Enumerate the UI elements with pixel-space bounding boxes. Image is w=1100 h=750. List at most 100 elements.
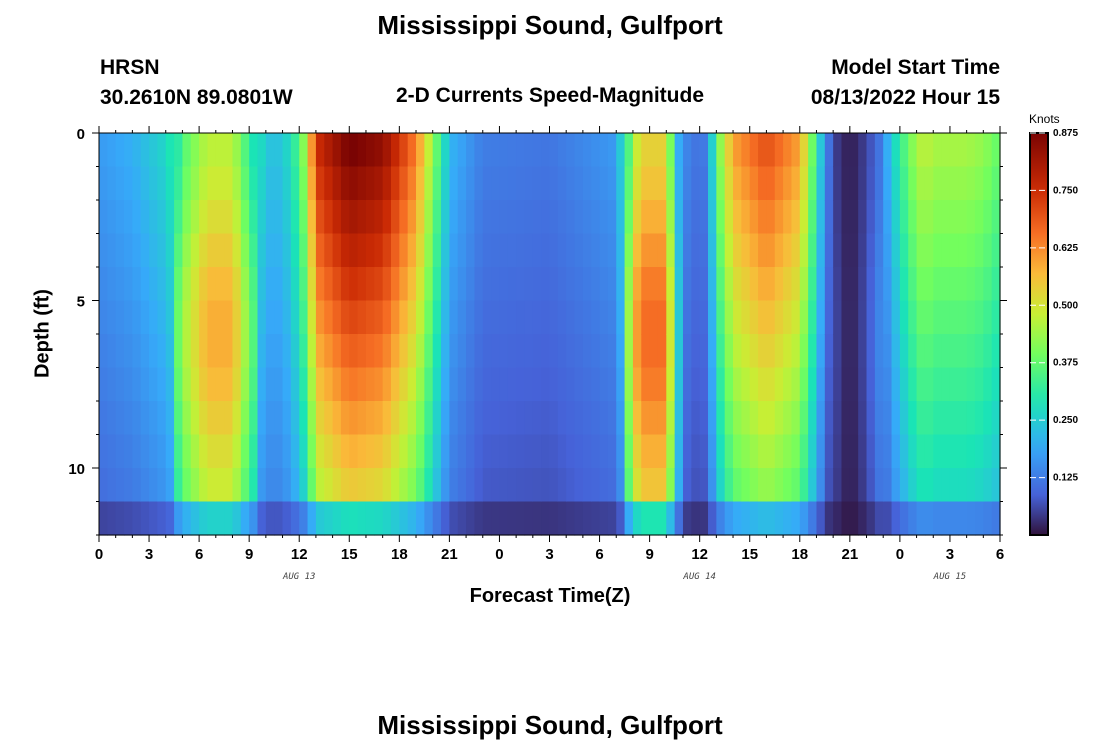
- heatmap-cell: [632, 367, 642, 402]
- heatmap-cell: [758, 233, 767, 268]
- heatmap-cell: [908, 200, 918, 235]
- heatmap-cell: [874, 300, 884, 335]
- heatmap-cell: [382, 267, 392, 302]
- heatmap-cell: [916, 334, 926, 369]
- heatmap-cell: [441, 133, 450, 168]
- heatmap-cell: [641, 233, 651, 268]
- heatmap-cell: [716, 434, 726, 469]
- heatmap-cell: [824, 501, 834, 536]
- heatmap-cell: [716, 468, 726, 503]
- heatmap-cell: [357, 200, 367, 235]
- heatmap-cell: [749, 133, 759, 168]
- heatmap-cell: [240, 434, 250, 469]
- heatmap-cell: [824, 434, 834, 469]
- heatmap-cell: [340, 133, 350, 168]
- heatmap-cell: [499, 334, 509, 369]
- heatmap-cell: [899, 300, 909, 335]
- heatmap-cell: [783, 501, 793, 536]
- heatmap-cell: [290, 300, 300, 335]
- heatmap-cell: [774, 367, 784, 402]
- heatmap-cell: [607, 434, 617, 469]
- heatmap-cell: [449, 233, 459, 268]
- heatmap-cell: [699, 334, 709, 369]
- heatmap-cell: [924, 166, 934, 201]
- heatmap-cell: [441, 200, 450, 235]
- heatmap-cell: [124, 267, 133, 302]
- heatmap-cell: [899, 434, 909, 469]
- heatmap-cell: [666, 267, 676, 302]
- heatmap-cell: [174, 166, 184, 201]
- heatmap-cell: [315, 401, 325, 436]
- heatmap-cell: [299, 233, 309, 268]
- heatmap-cell: [190, 367, 200, 402]
- heatmap-cell: [365, 200, 375, 235]
- heatmap-cell: [215, 200, 225, 235]
- heatmap-cell: [716, 267, 726, 302]
- heatmap-cell: [507, 367, 517, 402]
- heatmap-cell: [324, 501, 334, 536]
- heatmap-cell: [499, 300, 509, 335]
- heatmap-cell: [215, 401, 225, 436]
- heatmap-cell: [282, 334, 292, 369]
- heatmap-cell: [632, 166, 642, 201]
- model-start-time: 08/13/2022 Hour 15: [810, 86, 1000, 109]
- heatmap-cell: [557, 367, 567, 402]
- heatmap-cell: [949, 334, 959, 369]
- heatmap-cell: [599, 133, 609, 168]
- heatmap-cell: [908, 367, 918, 402]
- heatmap-cell: [841, 334, 851, 369]
- heatmap-cell: [632, 334, 642, 369]
- heatmap-cell: [324, 300, 334, 335]
- heatmap-cell: [532, 267, 542, 302]
- heatmap-cell: [708, 233, 717, 268]
- heatmap-cell: [674, 267, 684, 302]
- heatmap-cell: [699, 133, 709, 168]
- heatmap-cell: [274, 434, 284, 469]
- station-coords: 30.2610N 89.0801W: [100, 86, 293, 109]
- heatmap-cell: [783, 267, 793, 302]
- heatmap-cell: [607, 401, 617, 436]
- heatmap-cell: [916, 367, 926, 402]
- heatmap-cell: [899, 133, 909, 168]
- heatmap-cell: [482, 501, 492, 536]
- heatmap-cell: [899, 401, 909, 436]
- heatmap-cell: [949, 367, 959, 402]
- heatmap-cell: [182, 501, 192, 536]
- heatmap-cell: [874, 401, 884, 436]
- heatmap-cell: [282, 434, 292, 469]
- heatmap-cell: [607, 166, 617, 201]
- heatmap-cell: [399, 133, 409, 168]
- heatmap-cell: [824, 468, 834, 503]
- heatmap-cell: [574, 468, 584, 503]
- heatmap-cell: [507, 200, 517, 235]
- heatmap-cell: [199, 367, 209, 402]
- heatmap-cell: [883, 166, 893, 201]
- heatmap-cell: [858, 501, 868, 536]
- heatmap-cell: [257, 300, 267, 335]
- heatmap-cell: [132, 334, 142, 369]
- heatmap-cell: [532, 434, 542, 469]
- heatmap-cell: [240, 166, 250, 201]
- heatmap-cell: [332, 267, 342, 302]
- heatmap-cell: [140, 468, 150, 503]
- heatmap-cell: [891, 334, 901, 369]
- heatmap-cell: [132, 434, 142, 469]
- heatmap-cell: [282, 401, 292, 436]
- heatmap-cell: [607, 133, 617, 168]
- heatmap-cell: [174, 233, 184, 268]
- heatmap-cell: [174, 267, 184, 302]
- heatmap-cell: [224, 133, 234, 168]
- heatmap-cell: [849, 200, 859, 235]
- heatmap-cell: [808, 334, 818, 369]
- heatmap-cell: [682, 133, 692, 168]
- heatmap-cell: [424, 334, 434, 369]
- heatmap-cell: [566, 334, 576, 369]
- heatmap-cell: [566, 501, 576, 536]
- heatmap-cell: [908, 133, 918, 168]
- heatmap-cell: [799, 300, 809, 335]
- heatmap-cell: [165, 200, 175, 235]
- heatmap-cell: [858, 133, 868, 168]
- heatmap-cell: [774, 233, 784, 268]
- heatmap-cell: [682, 200, 692, 235]
- heatmap-cell: [958, 200, 968, 235]
